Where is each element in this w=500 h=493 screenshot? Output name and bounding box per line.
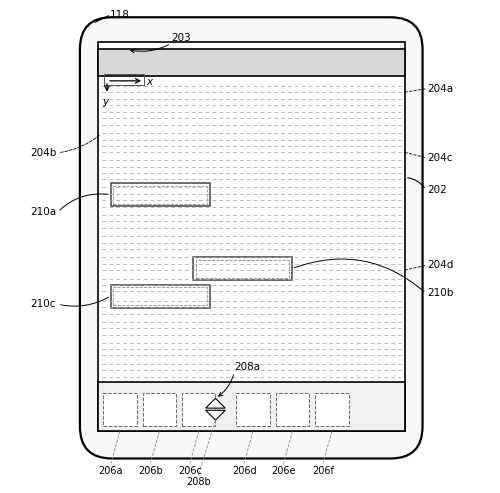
Bar bbox=[111, 285, 210, 308]
Bar bbox=[182, 393, 216, 426]
Bar bbox=[276, 393, 309, 426]
FancyBboxPatch shape bbox=[80, 17, 422, 458]
Text: 203: 203 bbox=[171, 34, 191, 43]
Text: 210c: 210c bbox=[30, 299, 56, 309]
Bar bbox=[98, 382, 405, 431]
Bar bbox=[98, 49, 405, 76]
Bar bbox=[104, 74, 144, 85]
Text: 210b: 210b bbox=[428, 288, 454, 298]
Bar bbox=[196, 260, 290, 278]
Text: 206c: 206c bbox=[178, 466, 202, 476]
Bar bbox=[315, 393, 348, 426]
Bar bbox=[103, 393, 136, 426]
Text: 204d: 204d bbox=[428, 260, 454, 270]
Text: 204a: 204a bbox=[428, 84, 454, 94]
Text: x: x bbox=[146, 77, 152, 87]
Text: 208a: 208a bbox=[234, 362, 260, 372]
Text: 204c: 204c bbox=[428, 153, 453, 163]
Text: 206d: 206d bbox=[232, 466, 256, 476]
Text: 206b: 206b bbox=[138, 466, 163, 476]
Polygon shape bbox=[206, 410, 226, 420]
Text: 206e: 206e bbox=[272, 466, 296, 476]
Bar bbox=[114, 287, 207, 305]
Bar bbox=[98, 42, 405, 431]
Text: 210a: 210a bbox=[30, 207, 56, 217]
Text: 204b: 204b bbox=[30, 148, 57, 158]
Text: 206f: 206f bbox=[312, 466, 334, 476]
Polygon shape bbox=[206, 398, 226, 408]
Bar bbox=[236, 393, 270, 426]
Text: y: y bbox=[102, 97, 108, 106]
Bar bbox=[142, 393, 176, 426]
Bar bbox=[111, 183, 210, 206]
Text: 206a: 206a bbox=[98, 466, 123, 476]
Text: 202: 202 bbox=[428, 185, 447, 195]
Text: 118: 118 bbox=[110, 10, 130, 20]
Bar bbox=[114, 186, 207, 204]
Bar bbox=[194, 257, 292, 280]
Text: 208b: 208b bbox=[186, 477, 210, 487]
